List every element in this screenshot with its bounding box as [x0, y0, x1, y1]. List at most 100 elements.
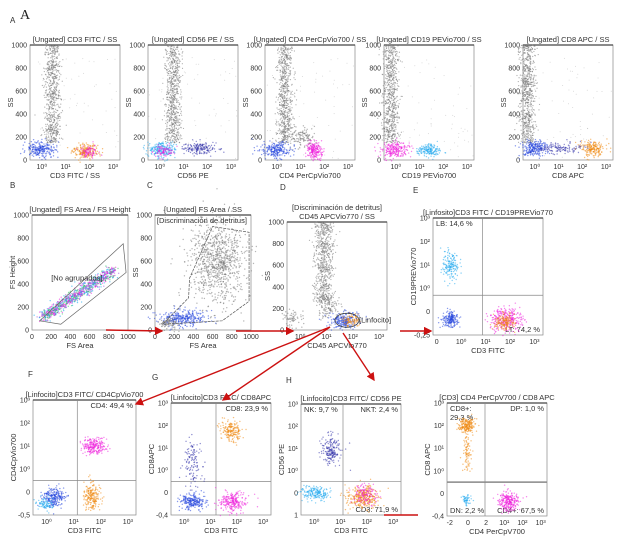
grey-population-point: [181, 67, 184, 69]
grey-population-point: [281, 106, 283, 108]
grey-population-point: [60, 103, 62, 105]
cd4-negative-cluster-point: [273, 155, 275, 157]
cd3-positive-cluster-point: [79, 152, 82, 155]
grey-population-point: [44, 68, 46, 70]
x-tick-label: 10⁰: [37, 163, 48, 171]
grey-population-point: [391, 97, 393, 100]
cd3-positive-cluster-point: [98, 152, 100, 154]
grey-population-point: [286, 93, 289, 95]
cd56-negative-cluster-point: [161, 157, 163, 159]
cd56-neg-magenta-point: [164, 149, 166, 151]
background-event-point: [51, 137, 53, 139]
grey-population-point: [284, 87, 286, 89]
cd3-negative-cluster-point: [33, 143, 35, 146]
cd4-positive-cluster-point: [318, 147, 321, 149]
cd4-negative-cluster-point: [287, 143, 290, 146]
monocyte-cluster-point: [286, 135, 289, 137]
grey-population-point: [387, 107, 390, 110]
y-tick-label: 1000: [129, 43, 145, 50]
grey-population-point: [177, 124, 179, 127]
cd56-negative-cluster-point: [169, 154, 171, 157]
grey-population-point: [55, 122, 57, 124]
grey-population-point: [45, 137, 48, 140]
y-tick-label: 800: [133, 66, 145, 73]
grey-population-point: [293, 74, 295, 76]
grey-population-point: [391, 139, 393, 142]
grey-population-point: [389, 119, 391, 121]
grey-population-point: [58, 89, 60, 91]
cd3-negative-cluster-point: [52, 151, 55, 154]
grey-population-point: [58, 134, 61, 136]
background-event-point: [78, 75, 80, 77]
grey-population-point: [173, 137, 175, 140]
grey-population-point: [165, 120, 167, 122]
grey-population-point: [57, 128, 59, 130]
grey-population-point: [279, 112, 281, 115]
cd56-neg-magenta-point: [170, 151, 173, 154]
grey-population-point: [53, 52, 56, 54]
grey-population-point: [171, 57, 174, 59]
grey-population-point: [272, 77, 274, 79]
cd56-negative-cluster-point: [168, 147, 170, 149]
background-event-point: [160, 100, 162, 102]
background-event-point: [413, 129, 415, 131]
grey-population-point: [169, 70, 171, 73]
background-event-point: [402, 131, 404, 133]
grey-population-point: [50, 131, 52, 133]
grey-population-point: [50, 84, 53, 86]
cd4-positive-cluster-point: [307, 154, 309, 157]
grey-population-point: [284, 92, 286, 94]
grey-population-point: [381, 124, 383, 126]
grey-population-point: [395, 78, 397, 80]
cd4-positive-cluster-point: [320, 155, 323, 157]
cd4-negative-cluster-point: [267, 146, 269, 148]
grey-population-point: [175, 101, 178, 103]
background-event-point: [467, 130, 469, 132]
grey-population-point: [285, 49, 287, 51]
cd3-negative-cluster-point: [42, 152, 44, 154]
cd56-positive-cluster-point: [187, 150, 190, 153]
cd4-negative-cluster-point: [277, 141, 280, 144]
grey-population-point: [284, 138, 286, 140]
grey-population-point: [52, 75, 54, 78]
background-event-point: [299, 90, 301, 92]
cd4-negative-cluster-point: [260, 153, 263, 156]
cd4-negative-cluster-point: [253, 146, 255, 149]
cd4-negative-cluster-point: [271, 143, 273, 145]
cd56-positive-cluster-point: [189, 147, 191, 149]
cd19-negative-cluster-point: [397, 154, 399, 156]
cd56-positive-cluster-point: [187, 146, 189, 149]
cd3-negative-cluster-point: [48, 144, 51, 146]
grey-population-point: [389, 47, 391, 49]
grey-population-point: [279, 131, 282, 133]
grey-population-point: [52, 121, 54, 124]
cd19-negative-cluster-point: [406, 148, 408, 151]
grey-population-point: [389, 100, 391, 103]
grey-population-point: [281, 125, 283, 127]
grey-population-point: [383, 93, 386, 95]
grey-population-point: [284, 44, 286, 46]
grey-population-point: [393, 103, 395, 105]
cd56-positive-cluster-point: [195, 152, 197, 155]
background-event-point: [457, 145, 459, 147]
grey-population-point: [279, 70, 282, 72]
background-event-point: [430, 123, 432, 125]
cd3-positive-cluster-point: [89, 157, 91, 160]
grey-population-point: [291, 49, 293, 52]
grey-population-point: [165, 129, 167, 131]
grey-population-point: [54, 111, 56, 113]
grey-population-point: [398, 51, 401, 53]
cd56-negative-cluster-point: [174, 148, 176, 150]
grey-population-point: [55, 77, 57, 80]
cd56-negative-cluster-point: [142, 146, 145, 149]
grey-population-point: [55, 44, 58, 47]
grey-population-point: [170, 54, 172, 57]
cd19-negative-cluster-point: [385, 149, 388, 152]
grey-population-point: [173, 114, 175, 116]
cd56-neg-magenta-point: [160, 145, 163, 148]
x-tick-label: 10³: [462, 164, 473, 171]
grey-population-point: [387, 46, 390, 48]
grey-population-point: [289, 136, 292, 138]
grey-population-point: [169, 83, 171, 85]
plot-title: [Ungated] CD4 PerCpVio700 / SS: [254, 35, 366, 44]
